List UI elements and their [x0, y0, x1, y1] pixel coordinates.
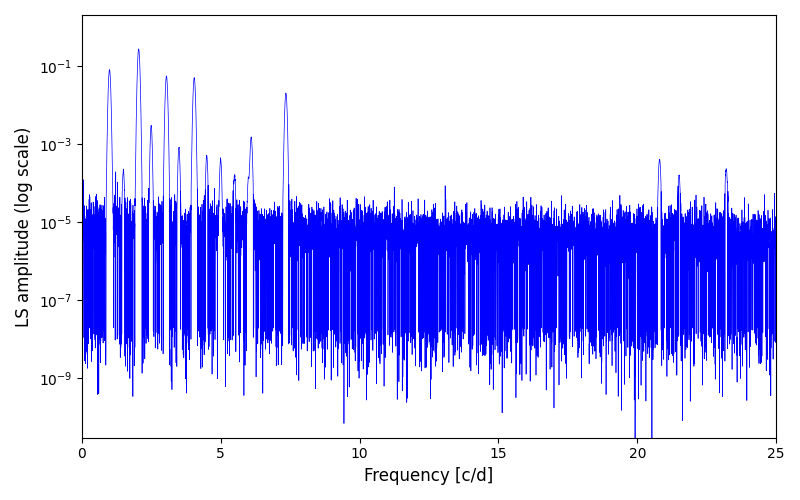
- Y-axis label: LS amplitude (log scale): LS amplitude (log scale): [15, 126, 33, 326]
- X-axis label: Frequency [c/d]: Frequency [c/d]: [364, 467, 494, 485]
